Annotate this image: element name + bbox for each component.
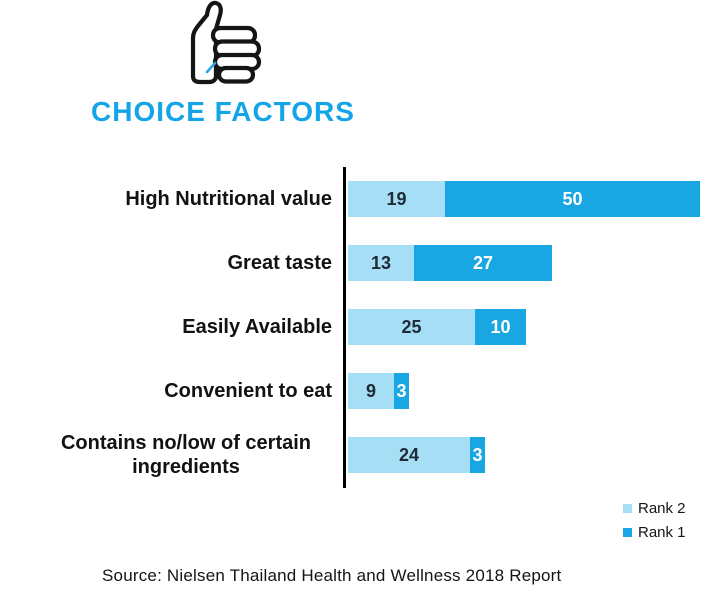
legend-swatch-rank1 <box>623 528 632 537</box>
bar-segment-rank2: 25 <box>348 309 475 345</box>
page-title: CHOICE FACTORS <box>91 96 355 127</box>
bar-segment-rank1: 3 <box>394 373 409 409</box>
bar-track: 25 10 <box>348 309 526 345</box>
legend-label: Rank 2 <box>638 500 686 517</box>
legend-label: Rank 1 <box>638 524 686 541</box>
value-label: 24 <box>398 444 420 465</box>
bar-segment-rank1: 27 <box>414 245 552 281</box>
value-label: 13 <box>370 252 392 273</box>
value-label: 3 <box>472 444 483 465</box>
legend-swatch-rank2 <box>623 504 632 513</box>
chart-row: High Nutritional value 19 50 <box>0 167 720 231</box>
value-label: 27 <box>472 252 494 273</box>
chart-row: Contains no/low of certain ingredients 2… <box>0 423 720 487</box>
category-label: Convenient to eat <box>164 380 332 402</box>
source-attribution: Source: Nielsen Thailand Health and Well… <box>102 566 562 585</box>
legend-item-rank2: Rank 2 <box>623 500 686 517</box>
bar-segment-rank2: 9 <box>348 373 394 409</box>
bar-track: 19 50 <box>348 181 700 217</box>
category-label: High Nutritional value <box>125 188 332 210</box>
legend-item-rank1: Rank 1 <box>623 524 686 541</box>
value-label: 9 <box>365 380 376 401</box>
bar-segment-rank1: 10 <box>475 309 526 345</box>
bar-segment-rank2: 13 <box>348 245 414 281</box>
value-label: 10 <box>490 316 511 337</box>
blue-accent-tick <box>205 61 217 74</box>
bar-segment-rank2: 19 <box>348 181 445 217</box>
bar-track: 13 27 <box>348 245 552 281</box>
value-label: 25 <box>401 316 422 337</box>
bar-chart: High Nutritional value 19 50 Great taste… <box>0 167 720 487</box>
value-label: 3 <box>396 380 407 401</box>
chart-legend: Rank 2 Rank 1 <box>623 500 686 541</box>
category-label: Contains no/low of certain ingredients <box>60 432 311 478</box>
category-label: Great taste <box>227 252 333 274</box>
chart-row: Great taste 13 27 <box>0 231 720 295</box>
bar-segment-rank1: 3 <box>470 437 485 473</box>
category-label: Easily Available <box>182 316 332 338</box>
value-label: 50 <box>562 188 583 209</box>
bar-track: 24 3 <box>348 437 485 473</box>
bar-segment-rank2: 24 <box>348 437 470 473</box>
bar-segment-rank1: 50 <box>445 181 700 217</box>
value-label: 19 <box>386 188 407 209</box>
chart-row: Convenient to eat 9 3 <box>0 359 720 423</box>
chart-axis-line <box>343 167 346 488</box>
finger-4 <box>216 65 256 84</box>
thumbs-up-icon <box>190 0 262 85</box>
bar-track: 9 3 <box>348 373 409 409</box>
chart-row: Easily Available 25 10 <box>0 295 720 359</box>
